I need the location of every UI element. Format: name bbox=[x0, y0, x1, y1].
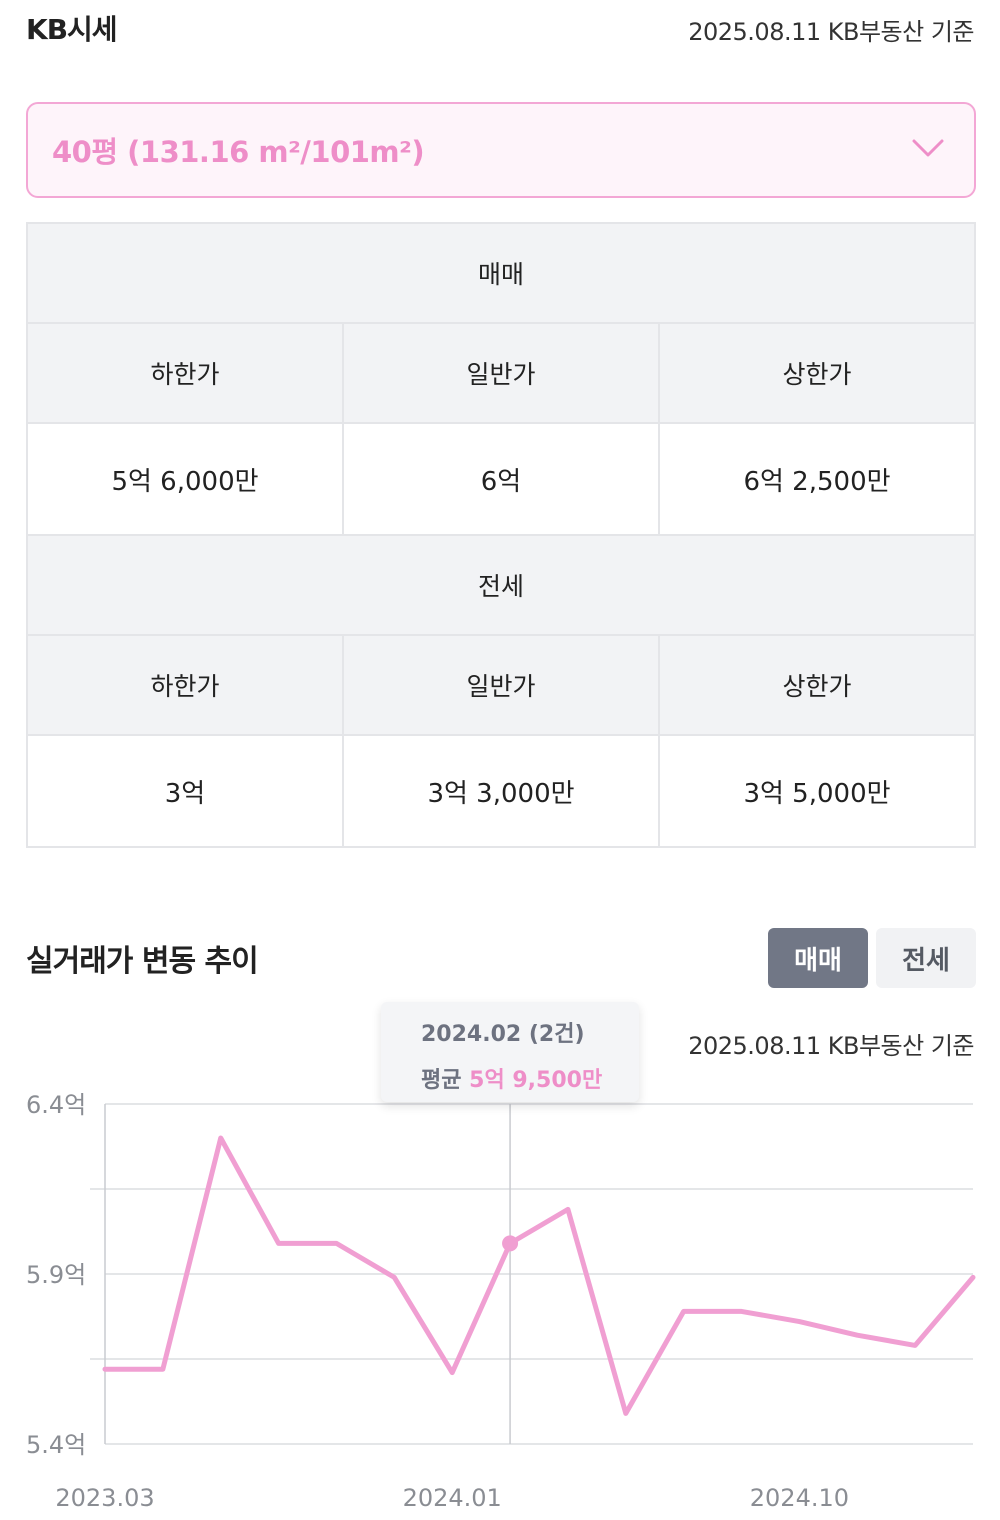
toggle-sale-button[interactable]: 매매 bbox=[768, 928, 868, 988]
sale-high-header: 상한가 bbox=[658, 322, 976, 424]
sale-low-header: 하한가 bbox=[26, 322, 344, 424]
y-tick-label: 6.4억 bbox=[26, 1091, 86, 1119]
series-line bbox=[102, 1135, 976, 1416]
size-select-label: 40평 (131.16 m²/101m²) bbox=[52, 135, 425, 169]
tooltip-average-value: 5억 9,500만 bbox=[469, 1068, 603, 1093]
chart-tooltip: 2024.02 (2건) 평균 5억 9,500만 bbox=[381, 1002, 639, 1102]
y-tick-label: 5.9억 bbox=[26, 1261, 86, 1289]
jeonse-low-value: 3억 bbox=[26, 734, 344, 848]
tooltip-average-label: 평균 bbox=[421, 1068, 462, 1093]
trend-date: 2025.08.11 KB부동산 기준 bbox=[688, 1032, 974, 1060]
toggle-jeonse-button[interactable]: 전세 bbox=[876, 928, 976, 988]
jeonse-high-header: 상한가 bbox=[658, 634, 976, 736]
kb-price-table: 매매 하한가 일반가 상한가 5억 6,000만 6억 6억 2,500만 전세… bbox=[26, 222, 976, 848]
jeonse-low-header: 하한가 bbox=[26, 634, 344, 736]
sale-section-header: 매매 bbox=[26, 222, 976, 324]
tooltip-average: 평균 5억 9,500만 bbox=[421, 1062, 639, 1094]
x-tick-label: 2024.01 bbox=[403, 1484, 502, 1512]
highlight-point bbox=[502, 1235, 519, 1252]
kb-price-title: KB시세 bbox=[26, 13, 118, 46]
trend-title: 실거래가 변동 추이 bbox=[26, 944, 259, 979]
sale-mid-value: 6억 bbox=[342, 422, 660, 536]
tooltip-date: 2024.02 (2건) bbox=[421, 1022, 585, 1047]
size-select-dropdown[interactable]: 40평 (131.16 m²/101m²) bbox=[26, 102, 976, 198]
jeonse-mid-header: 일반가 bbox=[342, 634, 660, 736]
jeonse-section-header: 전세 bbox=[26, 534, 976, 636]
jeonse-high-value: 3억 5,000만 bbox=[658, 734, 976, 848]
sale-low-value: 5억 6,000만 bbox=[26, 422, 344, 536]
sale-mid-header: 일반가 bbox=[342, 322, 660, 424]
jeonse-mid-value: 3억 3,000만 bbox=[342, 734, 660, 848]
kb-price-date: 2025.08.11 KB부동산 기준 bbox=[688, 18, 974, 46]
price-trend-chart[interactable]: 6.4억 5.9억 5.4억 2023.03 2024.01 2024.10 bbox=[0, 1080, 1000, 1520]
x-tick-label: 2024.10 bbox=[750, 1484, 849, 1512]
y-tick-label: 5.4억 bbox=[26, 1431, 86, 1459]
x-tick-label: 2023.03 bbox=[55, 1484, 154, 1512]
sale-high-value: 6억 2,500만 bbox=[658, 422, 976, 536]
chevron-down-icon bbox=[912, 138, 944, 162]
